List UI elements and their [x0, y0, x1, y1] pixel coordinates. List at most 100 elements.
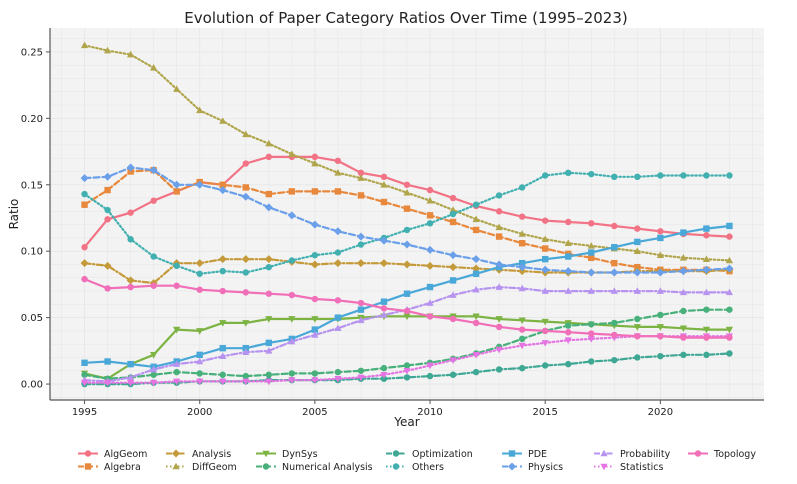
data-point-others: [357, 241, 365, 248]
data-point-optimization: [426, 372, 434, 380]
data-point-dynsys: [702, 326, 711, 334]
data-point-algebra: [173, 188, 180, 195]
legend-label: Analysis: [192, 449, 231, 460]
data-point-others: [703, 172, 710, 179]
legend-item-topology: Topology: [688, 449, 756, 460]
data-point-diffgeom: [80, 41, 89, 49]
legend-label: DynSys: [282, 449, 318, 460]
y-tick-label: 0.10: [21, 247, 43, 258]
data-point-optimization: [403, 374, 411, 381]
data-point-alggeom: [611, 222, 618, 230]
data-point-probability: [173, 360, 181, 367]
data-point-pde: [588, 249, 595, 256]
data-point-physics: [426, 245, 435, 254]
data-point-topology: [426, 313, 434, 320]
data-point-algebra: [449, 218, 457, 226]
data-point-numerical-analysis: [703, 306, 710, 313]
data-point-probability: [357, 316, 365, 324]
data-point-pde: [265, 339, 273, 347]
data-point-others: [127, 236, 134, 243]
data-point-physics: [310, 220, 319, 229]
data-point-analysis: [379, 259, 388, 268]
data-point-statistics: [173, 378, 181, 386]
data-point-pde: [565, 253, 572, 260]
data-point-statistics: [265, 378, 273, 386]
data-point-optimization: [380, 375, 388, 382]
data-point-topology: [334, 297, 342, 304]
legend-marker: [172, 449, 180, 458]
legend-item-dynsys: DynSys: [256, 449, 318, 460]
data-point-optimization: [541, 362, 549, 369]
data-point-numerical-analysis: [173, 368, 180, 376]
data-point-dynsys: [242, 320, 250, 327]
data-point-analysis: [80, 259, 89, 268]
data-point-others: [426, 220, 434, 227]
data-point-diffgeom: [127, 50, 135, 58]
data-point-alggeom: [311, 153, 319, 161]
data-point-algebra: [334, 188, 342, 195]
data-point-probability: [495, 283, 503, 290]
y-axis-label: Ratio: [7, 199, 21, 230]
data-point-statistics: [564, 337, 572, 345]
data-point-topology: [588, 330, 595, 337]
data-point-optimization: [657, 352, 664, 360]
data-point-diffgeom: [311, 159, 319, 167]
legend-item-physics: Physics: [502, 462, 563, 473]
data-point-statistics: [449, 357, 457, 364]
data-point-pde: [426, 283, 434, 291]
legend-item-probability: Probability: [594, 449, 671, 460]
data-point-others: [518, 184, 526, 191]
legend-marker: [392, 450, 400, 457]
data-point-numerical-analysis: [81, 371, 88, 378]
data-point-topology: [357, 299, 365, 307]
data-point-optimization: [588, 358, 595, 365]
data-point-pde: [334, 314, 342, 321]
data-point-optimization: [726, 350, 733, 357]
data-point-algebra: [357, 192, 365, 199]
data-point-algebra: [588, 254, 595, 262]
data-point-statistics: [472, 352, 480, 359]
data-point-others: [173, 262, 180, 270]
data-point-statistics: [150, 379, 158, 387]
data-point-others: [588, 170, 595, 178]
data-point-diffgeom: [380, 180, 388, 188]
data-point-others: [104, 206, 111, 214]
data-point-numerical-analysis: [311, 370, 319, 377]
data-point-statistics: [541, 340, 549, 347]
data-point-statistics: [311, 377, 319, 384]
data-point-algebra: [242, 184, 249, 191]
data-point-probability: [656, 287, 664, 294]
data-point-pde: [357, 306, 365, 313]
data-point-diffgeom: [196, 106, 204, 114]
data-point-analysis: [403, 260, 411, 269]
data-point-alggeom: [104, 216, 111, 223]
data-point-optimization: [495, 366, 503, 373]
legend-item-pde: PDE: [502, 449, 547, 460]
data-point-probability: [587, 287, 595, 294]
legend-label: Optimization: [412, 449, 473, 460]
data-point-diffgeom: [587, 242, 595, 249]
data-point-diffgeom: [449, 206, 457, 213]
data-point-dynsys: [472, 313, 480, 321]
data-point-numerical-analysis: [565, 322, 572, 329]
data-point-alggeom: [726, 233, 733, 240]
data-point-probability: [449, 291, 457, 298]
legend-marker: [172, 462, 180, 470]
legend-item-diffgeom: DiffGeom: [166, 462, 237, 473]
data-point-pde: [81, 359, 88, 366]
data-point-pde: [127, 360, 134, 368]
legend-marker: [600, 463, 608, 471]
data-point-optimization: [565, 360, 572, 368]
data-point-statistics: [587, 336, 595, 343]
data-point-physics: [449, 251, 458, 260]
data-point-probability: [196, 357, 204, 365]
data-point-statistics: [380, 371, 388, 379]
data-point-topology: [127, 283, 134, 291]
data-point-alggeom: [495, 208, 503, 215]
legend-label: Numerical Analysis: [282, 462, 373, 473]
data-point-analysis: [310, 260, 319, 269]
data-point-diffgeom: [725, 256, 734, 264]
data-point-probability: [380, 311, 388, 318]
data-point-physics: [564, 267, 573, 276]
